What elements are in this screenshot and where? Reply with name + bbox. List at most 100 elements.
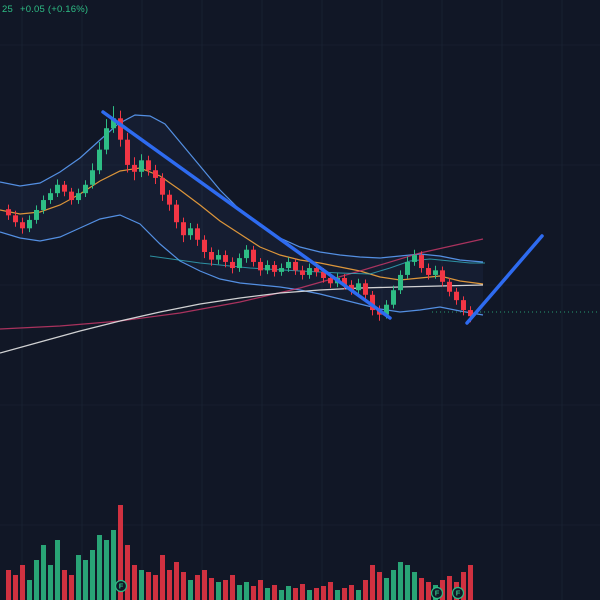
candle-body xyxy=(300,270,305,275)
event-marker-label: F xyxy=(119,582,124,591)
volume-bar xyxy=(223,580,228,600)
candle-body xyxy=(69,191,74,201)
candle-body xyxy=(342,277,347,285)
ma-pink-line xyxy=(0,238,484,330)
volume-bar xyxy=(237,585,242,600)
volume-bar xyxy=(195,575,200,600)
candle-body xyxy=(160,177,165,195)
volume-bar xyxy=(419,578,424,600)
candle-body xyxy=(153,170,158,178)
volume-bar xyxy=(307,590,312,600)
candle-body xyxy=(13,215,18,223)
volume-bar xyxy=(13,575,18,600)
volume-bar xyxy=(356,590,361,600)
candle-body xyxy=(76,193,81,201)
volume-bar xyxy=(300,584,305,600)
candle-body xyxy=(370,294,375,311)
candle-body xyxy=(286,261,291,269)
volume-bar xyxy=(209,578,214,600)
volume-bar xyxy=(363,580,368,600)
volume-bar xyxy=(426,582,431,600)
event-marker[interactable] xyxy=(451,586,465,600)
candle-body xyxy=(244,249,249,259)
candle-body xyxy=(174,204,179,223)
volume-bar xyxy=(321,586,326,600)
volume-bar xyxy=(335,590,340,600)
volume-bar xyxy=(41,545,46,600)
volume-bar xyxy=(20,565,25,600)
volume-bar xyxy=(153,575,158,600)
candle-body xyxy=(391,290,396,305)
volume-bar xyxy=(447,576,452,600)
candle-body xyxy=(223,255,228,262)
candle-body xyxy=(34,209,39,220)
candle-body xyxy=(62,184,67,192)
volume-bar xyxy=(146,572,151,600)
candle-body xyxy=(202,239,207,253)
drawn-trendline[interactable] xyxy=(101,110,392,320)
candle-body xyxy=(20,222,25,229)
candle-body xyxy=(265,264,270,271)
volume-bar xyxy=(111,530,116,600)
volume-bar xyxy=(293,588,298,600)
candle-body xyxy=(468,310,473,317)
candle-body xyxy=(118,118,123,140)
candle-body xyxy=(181,222,186,236)
candle-body xyxy=(405,261,410,275)
volume-bar xyxy=(90,550,95,600)
volume-bar xyxy=(349,585,354,600)
volume-bar xyxy=(314,588,319,600)
volume-bar xyxy=(48,565,53,600)
volume-bar xyxy=(6,570,11,600)
volume-bar xyxy=(216,582,221,600)
legend-change: +0.05 (+0.16%) xyxy=(19,4,89,15)
candle-body xyxy=(132,164,137,172)
candle-body xyxy=(6,209,11,216)
candle-body xyxy=(307,268,312,275)
candle-body xyxy=(461,300,466,311)
volume-bar xyxy=(230,575,235,600)
candle-body xyxy=(230,261,235,269)
candle-body xyxy=(104,128,109,150)
event-marker[interactable] xyxy=(114,579,128,593)
candle-body xyxy=(48,193,53,201)
volume-bar xyxy=(181,572,186,600)
candle-body xyxy=(272,264,277,272)
candle-body xyxy=(356,283,361,291)
volume-bar xyxy=(132,565,137,600)
volume-bar xyxy=(34,560,39,600)
candle-body xyxy=(398,274,403,291)
candle-body xyxy=(27,219,32,229)
candle-body xyxy=(440,270,445,282)
candle-body xyxy=(349,284,354,291)
drawn-trendline[interactable] xyxy=(465,234,544,325)
volume-bar xyxy=(405,565,410,600)
volume-bar xyxy=(391,570,396,600)
candle-body xyxy=(55,184,60,194)
volume-bar xyxy=(244,582,249,600)
candle-body xyxy=(314,268,319,272)
candle-body xyxy=(41,200,46,210)
candle-body xyxy=(258,261,263,271)
ticker-legend: 25 +0.05 (+0.16%) xyxy=(2,4,95,15)
volume-bar xyxy=(468,565,473,600)
event-marker-label: F xyxy=(456,589,461,598)
volume-bar xyxy=(139,570,144,600)
volume-bar xyxy=(118,505,123,600)
candle-body xyxy=(97,149,102,171)
candle-body xyxy=(328,277,333,284)
volume-bar xyxy=(384,578,389,600)
volume-bar xyxy=(286,586,291,600)
event-marker[interactable] xyxy=(430,586,444,600)
volume-bar xyxy=(55,540,60,600)
candle-body xyxy=(146,160,151,171)
candle-body xyxy=(90,170,95,185)
candle-body xyxy=(188,228,193,236)
volume-bar xyxy=(83,560,88,600)
candle-body xyxy=(251,249,256,262)
volume-bar xyxy=(370,565,375,600)
candle-body xyxy=(363,283,368,295)
bollinger-fill xyxy=(0,115,483,315)
candle-body xyxy=(293,261,298,271)
